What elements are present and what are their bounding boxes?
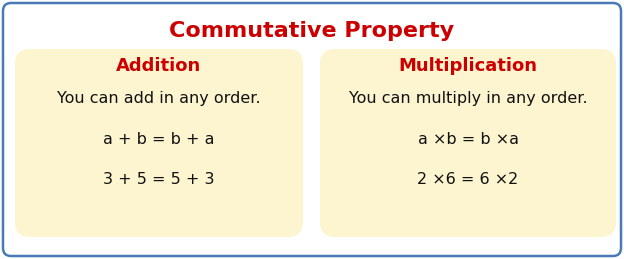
Text: Addition: Addition <box>116 57 202 75</box>
Text: You can add in any order.: You can add in any order. <box>57 91 261 106</box>
FancyBboxPatch shape <box>3 3 621 256</box>
Text: You can multiply in any order.: You can multiply in any order. <box>349 91 587 106</box>
FancyBboxPatch shape <box>15 49 303 237</box>
Text: a ×b = b ×a: a ×b = b ×a <box>417 132 519 147</box>
Text: Commutative Property: Commutative Property <box>170 21 454 41</box>
Text: 3 + 5 = 5 + 3: 3 + 5 = 5 + 3 <box>103 171 215 186</box>
Text: 2 ×6 = 6 ×2: 2 ×6 = 6 ×2 <box>417 171 519 186</box>
Text: a + b = b + a: a + b = b + a <box>103 132 215 147</box>
FancyBboxPatch shape <box>320 49 616 237</box>
Text: Multiplication: Multiplication <box>399 57 537 75</box>
